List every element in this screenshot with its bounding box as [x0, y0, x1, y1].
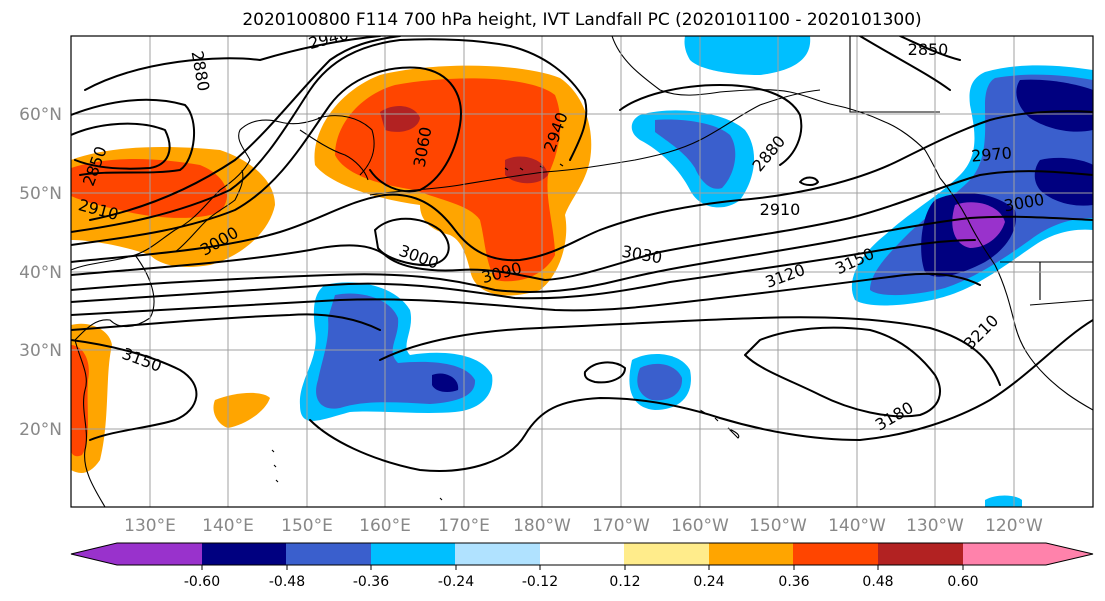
height-contour	[309, 319, 1093, 472]
colorbar-segment	[624, 543, 710, 565]
lat-label: 60°N	[19, 105, 62, 125]
colorbar-tick-label: -0.12	[522, 574, 558, 590]
lat-label: 50°N	[19, 184, 62, 204]
coastline-alaska	[611, 36, 941, 179]
colorbar-segment	[117, 543, 203, 565]
height-contours	[71, 36, 1093, 472]
gridlines	[71, 36, 1093, 507]
colorbar-tick-label: 0.48	[862, 574, 893, 590]
figure-title: 2020100800 F114 700 hPa height, IVT Land…	[242, 10, 921, 30]
borders	[849, 36, 1093, 306]
colorbar-segment	[963, 543, 1047, 565]
height-contour	[71, 66, 462, 246]
ivt-negative-region	[985, 495, 1022, 507]
ivt-positive-region	[71, 345, 89, 457]
height-contour	[71, 122, 171, 170]
lon-label: 160°W	[671, 516, 729, 536]
lat-label: 30°N	[19, 341, 62, 361]
lon-label: 170°E	[438, 516, 490, 536]
lon-label: 130°W	[906, 516, 964, 536]
colorbar-tick-label: -0.36	[353, 574, 389, 590]
colorbar-segment	[793, 543, 879, 565]
height-contour	[71, 110, 1093, 263]
height-contour	[374, 217, 450, 267]
longitude-labels: 130°E 140°E 150°E 160°E 170°E 180°W 170°…	[124, 516, 1043, 536]
contour-label: 2910	[760, 200, 801, 219]
colorbar-segment	[878, 543, 964, 565]
lon-label: 150°E	[281, 516, 333, 536]
colorbar: -0.60 -0.48 -0.36 -0.24 -0.12 0.12 0.24 …	[70, 542, 1094, 590]
colorbar-tick-label: 0.12	[609, 574, 640, 590]
lat-label: 40°N	[19, 263, 62, 283]
latitude-labels: 60°N 50°N 40°N 30°N 20°N	[19, 105, 62, 440]
height-contour	[799, 176, 819, 186]
height-contour	[71, 239, 976, 303]
ivt-negative-region	[1034, 157, 1093, 206]
colorbar-extend-min	[71, 543, 117, 565]
ivt-negative-region	[637, 363, 683, 401]
coastline-kamchatka	[299, 115, 375, 181]
map-frame	[70, 35, 1094, 508]
colorbar-tick-label: 0.36	[778, 574, 809, 590]
colorbar-tick-label: 0.24	[693, 574, 724, 590]
height-contour	[71, 313, 381, 331]
height-contour	[583, 361, 626, 384]
ivt-negative-region	[432, 373, 459, 393]
colorbar-outline	[70, 542, 1094, 566]
colorbar-tick-label: -0.48	[269, 574, 305, 590]
lon-label: 180°W	[513, 516, 571, 536]
contour-label: 2850	[908, 40, 949, 59]
colorbar-segment	[202, 543, 287, 565]
height-contour	[89, 36, 401, 221]
height-contour	[859, 36, 951, 91]
ivt-negative-region	[655, 119, 736, 189]
height-contour	[84, 36, 381, 91]
coastline-aleutians	[369, 89, 821, 196]
colorbar-ticks	[201, 565, 964, 570]
lon-label: 170°W	[592, 516, 650, 536]
colorbar-tick-label: -0.24	[438, 574, 474, 590]
lat-label: 20°N	[19, 420, 62, 440]
height-contour	[71, 272, 981, 316]
map-plot-area: 2850 2910 2880 2940 3000 3060 2940 3000 …	[71, 36, 1093, 507]
height-contour	[71, 339, 198, 441]
colorbar-segment	[540, 543, 625, 565]
ivt-negative-region	[952, 202, 1005, 248]
colorbar-segment	[286, 543, 372, 565]
height-contour	[71, 170, 1093, 281]
colorbar-segment	[371, 543, 456, 565]
colorbar-extend-max	[1046, 543, 1093, 565]
ivt-negative-region	[684, 36, 811, 75]
height-contour	[71, 98, 196, 176]
lon-label: 140°E	[202, 516, 254, 536]
coastline-japan	[174, 169, 244, 253]
colorbar-segment	[709, 543, 794, 565]
contour-label: 2970	[970, 143, 1012, 165]
height-contour	[379, 316, 1001, 386]
height-contour	[744, 326, 941, 418]
lon-label: 120°W	[985, 516, 1043, 536]
height-contour	[899, 36, 961, 61]
colorbar-tick-label: 0.60	[947, 574, 978, 590]
colorbar-segment	[455, 543, 541, 565]
lon-label: 150°W	[749, 516, 807, 536]
ivt-positive-region	[380, 106, 420, 132]
height-contour	[71, 38, 588, 233]
coastline-sea-islands	[271, 449, 443, 501]
lon-label: 130°E	[124, 516, 176, 536]
height-contour	[71, 215, 1093, 293]
ivt-negative-region	[1016, 79, 1093, 132]
height-contour	[619, 84, 803, 166]
coastline-na-west	[939, 177, 1093, 411]
colorbar-tick-label: -0.60	[184, 574, 220, 590]
lon-label: 160°E	[359, 516, 411, 536]
lon-label: 140°W	[828, 516, 886, 536]
